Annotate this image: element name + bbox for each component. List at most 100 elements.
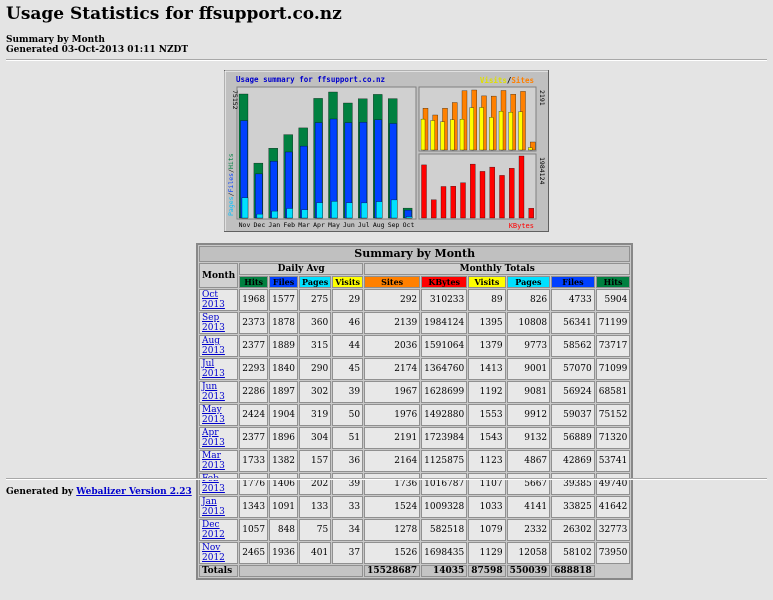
value-cell: 9001 bbox=[506, 358, 551, 380]
value-cell: 42869 bbox=[551, 450, 595, 472]
month-cell: Jan 2013 bbox=[199, 496, 239, 518]
value-cell: 50 bbox=[332, 404, 364, 426]
value-cell: 2286 bbox=[239, 381, 269, 403]
value-cell: 1009328 bbox=[421, 496, 468, 518]
value-cell: 46 bbox=[332, 312, 364, 334]
month-link[interactable]: May 2013 bbox=[202, 405, 225, 425]
value-cell: 1936 bbox=[269, 542, 299, 564]
value-cell: 1395 bbox=[468, 312, 506, 334]
bar-files-dec bbox=[255, 173, 263, 219]
value-cell: 26302 bbox=[551, 519, 595, 541]
month-link[interactable]: Mar 2013 bbox=[202, 451, 225, 471]
value-cell: 9912 bbox=[506, 404, 551, 426]
month-cell: Nov 2012 bbox=[199, 542, 239, 564]
table-row: Nov 2012 2465 1936 401 37 1526 1698435 1129 1205… bbox=[199, 542, 631, 564]
bar-files-feb bbox=[285, 151, 293, 219]
value-cell: 9081 bbox=[506, 381, 551, 403]
value-cell: 5667 bbox=[506, 473, 551, 495]
month-link[interactable]: Nov 2012 bbox=[202, 543, 225, 563]
value-cell: 1079 bbox=[468, 519, 506, 541]
totals-value: 688818 bbox=[551, 565, 595, 577]
bar-visits-sep bbox=[518, 111, 523, 151]
month-cell: Jul 2013 bbox=[199, 358, 239, 380]
value-cell: 53741 bbox=[595, 450, 631, 472]
page-title: Usage Statistics for ffsupport.co.nz bbox=[6, 4, 342, 24]
table-row: Dec 2012 1057 848 75 34 1278 582518 1079 2332 263… bbox=[199, 519, 631, 541]
value-cell: 157 bbox=[299, 450, 332, 472]
col-header-sites: Sites bbox=[364, 276, 421, 288]
month-link[interactable]: Jun 2013 bbox=[202, 382, 225, 402]
month-link[interactable]: Aug 2013 bbox=[202, 336, 225, 356]
totals-blank bbox=[239, 565, 364, 577]
value-cell: 89 bbox=[468, 289, 506, 311]
value-cell: 29 bbox=[332, 289, 364, 311]
bar-kbytes-jan bbox=[440, 186, 447, 219]
value-cell: 1382 bbox=[269, 450, 299, 472]
value-cell: 304 bbox=[299, 427, 332, 449]
top-divider bbox=[6, 59, 767, 61]
column-header-row: Hits Files Pages Visits Sites KBytes Visits Pag… bbox=[199, 276, 631, 288]
webalizer-link[interactable]: Webalizer Version 2.23 bbox=[76, 487, 192, 497]
month-link[interactable]: Sep 2013 bbox=[202, 313, 225, 333]
month-cell: Dec 2012 bbox=[199, 519, 239, 541]
value-cell: 1897 bbox=[269, 381, 299, 403]
table-row: May 2013 2424 1904 319 50 1976 1492880 1553 9912… bbox=[199, 404, 631, 426]
value-cell: 319 bbox=[299, 404, 332, 426]
month-link[interactable]: Jan 2013 bbox=[202, 497, 225, 517]
month-link[interactable]: Dec 2012 bbox=[202, 520, 225, 540]
value-cell: 1976 bbox=[364, 404, 421, 426]
value-cell: 2191 bbox=[364, 427, 421, 449]
value-cell: 68581 bbox=[595, 381, 631, 403]
month-cell: Apr 2013 bbox=[199, 427, 239, 449]
bar-pages-nov bbox=[241, 197, 249, 219]
month-link[interactable]: Feb 2013 bbox=[202, 474, 225, 494]
bar-pages-oct bbox=[405, 216, 413, 219]
value-cell: 41642 bbox=[595, 496, 631, 518]
value-cell: 59037 bbox=[551, 404, 595, 426]
month-link[interactable]: Apr 2013 bbox=[202, 428, 225, 448]
value-cell: 1776 bbox=[239, 473, 269, 495]
value-cell: 1591064 bbox=[421, 335, 468, 357]
value-cell: 1698435 bbox=[421, 542, 468, 564]
value-cell: 292 bbox=[364, 289, 421, 311]
value-cell: 1192 bbox=[468, 381, 506, 403]
axis-label-sep2: / bbox=[227, 169, 235, 173]
value-cell: 71099 bbox=[595, 358, 631, 380]
month-link[interactable]: Jul 2013 bbox=[202, 359, 225, 379]
value-cell: 4733 bbox=[551, 289, 595, 311]
bar-kbytes-feb bbox=[450, 186, 456, 219]
left-axis-max: 75152 bbox=[231, 90, 239, 110]
bar-visits-mar bbox=[459, 119, 465, 151]
footer-prefix: Generated by bbox=[6, 487, 77, 497]
value-cell: 1984124 bbox=[421, 312, 468, 334]
bar-visits-jun bbox=[489, 117, 494, 151]
value-cell: 2164 bbox=[364, 450, 421, 472]
value-cell: 202 bbox=[299, 473, 332, 495]
x-tick-label: Aug bbox=[373, 221, 385, 229]
bar-kbytes-mar bbox=[460, 182, 466, 219]
col-header-pages: Pages bbox=[506, 276, 551, 288]
value-cell: 5904 bbox=[595, 289, 631, 311]
x-tick-label: Jul bbox=[358, 221, 370, 229]
totals-row: Totals 15528687 14035 87598 550039 688818 bbox=[199, 565, 630, 577]
month-link[interactable]: Oct 2013 bbox=[202, 290, 225, 310]
value-cell: 1492880 bbox=[421, 404, 468, 426]
value-cell: 2174 bbox=[364, 358, 421, 380]
generated-timestamp: Generated 03-Oct-2013 01:11 NZDT bbox=[6, 45, 189, 55]
value-cell: 10808 bbox=[506, 312, 551, 334]
monthly-summary-table: Summary by Month Month Daily Avg Monthly… bbox=[196, 243, 634, 580]
footer: Generated by Webalizer Version 2.23 bbox=[6, 487, 192, 497]
value-cell: 49740 bbox=[595, 473, 631, 495]
value-cell: 32773 bbox=[595, 519, 631, 541]
x-tick-label: Oct bbox=[403, 221, 415, 229]
axis-label-files: Files bbox=[227, 173, 235, 193]
table-row: Aug 2013 2377 1889 315 44 2036 1591064 1379 9773… bbox=[199, 335, 631, 357]
value-cell: 45 bbox=[332, 358, 364, 380]
month-cell: Feb 2013 bbox=[199, 473, 239, 495]
axis-label-sep1: / bbox=[227, 192, 235, 196]
axis-label-pages: Pages bbox=[227, 196, 235, 216]
x-tick-label: Dec bbox=[254, 221, 266, 229]
kbytes-legend: KBytes bbox=[509, 222, 534, 230]
value-cell: 1524 bbox=[364, 496, 421, 518]
table-row: Apr 2013 2377 1896 304 51 2191 1723984 1543 9132… bbox=[199, 427, 631, 449]
